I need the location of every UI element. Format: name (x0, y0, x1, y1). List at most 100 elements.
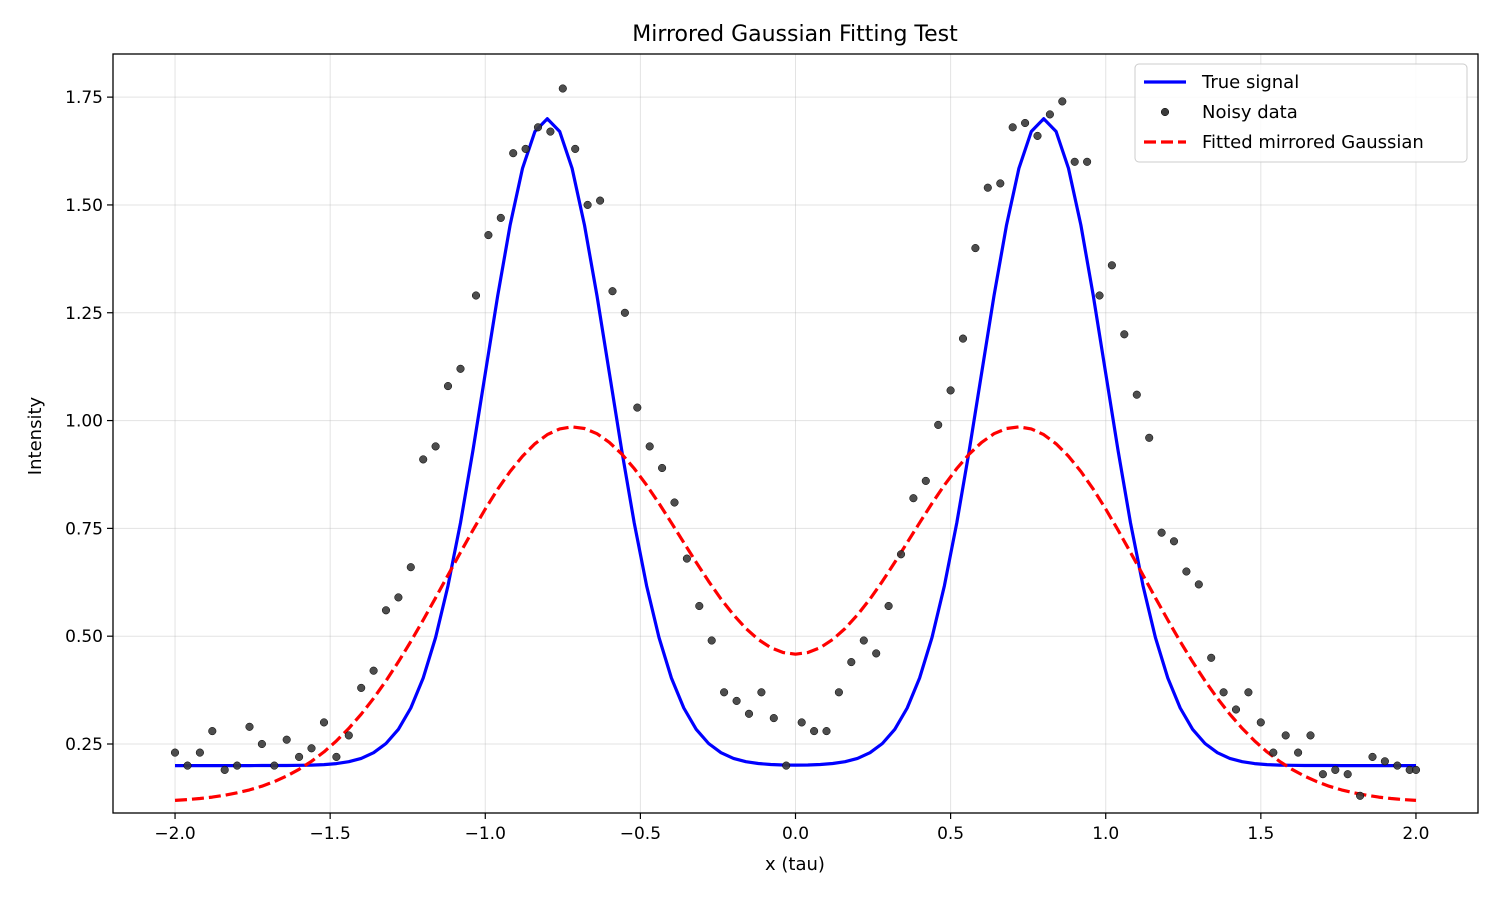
data-point (1045, 110, 1054, 119)
data-point (1368, 752, 1377, 761)
data-point (884, 601, 893, 611)
data-point (394, 593, 403, 602)
x-tick-label: 1.5 (1247, 824, 1274, 844)
data-point (732, 696, 741, 705)
data-point (546, 127, 555, 136)
data-point (183, 761, 192, 770)
legend-label: True signal (1201, 72, 1299, 93)
data-point (720, 688, 729, 697)
data-point (170, 748, 180, 757)
data-point (822, 727, 831, 736)
data-point (1331, 765, 1340, 774)
y-axis-label: Intensity (25, 396, 46, 475)
data-point (921, 476, 930, 485)
data-point (245, 722, 254, 731)
x-axis-ticks: −2.0 −1.5 −1.0 −0.5 0.0 0.5 1.0 1.5 2.0 (154, 813, 1429, 844)
data-point (1269, 748, 1278, 757)
data-point (257, 739, 266, 749)
data-point (782, 761, 791, 770)
data-point (344, 731, 353, 740)
data-point (797, 718, 806, 727)
data-point (1145, 433, 1154, 442)
plot-area (170, 84, 1421, 802)
data-point (369, 666, 378, 675)
y-tick-label: 1.25 (65, 304, 103, 324)
data-point (620, 308, 629, 317)
data-point (456, 364, 465, 373)
data-point (971, 244, 980, 253)
data-point (558, 84, 567, 93)
data-point (1107, 261, 1116, 270)
x-tick-label: −0.5 (620, 824, 661, 844)
data-point (282, 735, 291, 744)
data-point (443, 382, 453, 391)
data-point (847, 658, 856, 667)
x-tick-label: 0.0 (782, 824, 809, 844)
data-point (332, 752, 341, 761)
grid-lines (113, 54, 1478, 813)
data-point (208, 727, 217, 736)
data-point (1294, 748, 1303, 757)
data-point (596, 196, 605, 205)
data-point (1318, 770, 1327, 779)
legend-label: Fitted mirrored Gaussian (1202, 132, 1424, 153)
data-point (1281, 731, 1290, 740)
data-point (872, 649, 881, 658)
data-point (645, 442, 654, 451)
data-point (608, 287, 617, 296)
legend-box (1134, 63, 1468, 163)
data-point (195, 748, 204, 757)
data-point (419, 455, 428, 464)
data-point (769, 714, 778, 723)
data-point (307, 744, 316, 753)
data-point (896, 550, 906, 559)
data-point (1411, 765, 1421, 774)
data-point (810, 727, 819, 736)
data-point (1207, 653, 1216, 662)
data-point (909, 494, 918, 503)
x-axis-label: x (tau) (765, 854, 825, 875)
data-point (1070, 157, 1079, 166)
data-point (509, 149, 518, 158)
x-tick-label: −1.5 (310, 824, 351, 844)
data-point (658, 463, 667, 473)
data-point (1021, 118, 1030, 128)
data-point (571, 144, 580, 153)
data-point (996, 179, 1005, 188)
y-tick-label: 1.75 (65, 88, 103, 108)
data-point (934, 420, 943, 429)
y-tick-label: 0.25 (65, 735, 103, 755)
y-tick-label: 0.50 (65, 627, 103, 647)
y-tick-label: 0.75 (65, 519, 103, 539)
data-point (381, 606, 391, 615)
y-axis-ticks: 0.25 0.50 0.75 1.00 1.25 1.50 1.75 (65, 88, 113, 755)
data-point (319, 718, 329, 727)
data-point (707, 636, 716, 645)
data-point (633, 403, 642, 412)
data-point (958, 334, 968, 343)
data-point (521, 144, 530, 153)
data-point (1182, 567, 1191, 576)
legend-label: Noisy data (1202, 102, 1298, 123)
x-tick-label: 1.0 (1092, 824, 1119, 844)
data-point (1219, 688, 1228, 697)
y-tick-label: 1.50 (65, 196, 103, 216)
data-point (1194, 580, 1203, 589)
data-point (471, 291, 481, 300)
chart-title: Mirrored Gaussian Fitting Test (632, 22, 958, 47)
data-point (220, 765, 229, 774)
data-point (1157, 528, 1166, 537)
data-point (1169, 537, 1179, 546)
data-point (670, 498, 679, 507)
legend: True signal Noisy data Fitted mirrored Gau… (1134, 63, 1468, 163)
data-point (1380, 757, 1389, 766)
data-point (859, 636, 868, 645)
data-point (757, 688, 766, 697)
data-point (1356, 791, 1365, 800)
data-point (1083, 157, 1092, 166)
data-point (484, 231, 493, 240)
data-point (1393, 761, 1402, 770)
data-point (496, 213, 505, 222)
x-tick-label: 2.0 (1402, 824, 1429, 844)
data-point (1244, 688, 1253, 697)
